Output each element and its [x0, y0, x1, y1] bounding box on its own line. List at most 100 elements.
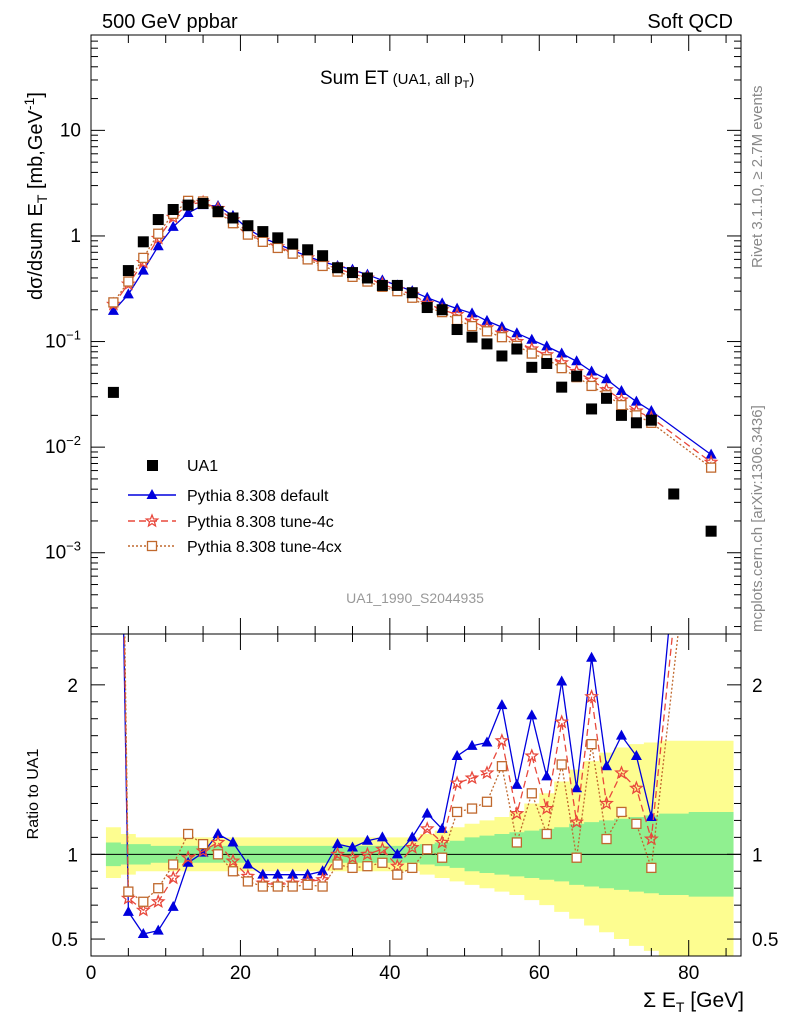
- main-point-tune-4cx: [466, 320, 478, 332]
- main-point-ua1: [615, 409, 627, 421]
- ratio-point-tune-4cx: [212, 849, 224, 860]
- legend-label-default: Pythia 8.308 default: [187, 488, 329, 505]
- main-y-tick-label: 10−2: [45, 433, 81, 458]
- ratio-point-tune-4c: [494, 732, 510, 748]
- main-point-tune-4cx: [556, 362, 567, 374]
- main-point-tune-4cx: [138, 252, 149, 264]
- main-point-ua1: [361, 272, 373, 284]
- ratio-point-tune-4cx: [227, 866, 239, 877]
- ratio-point-default: [361, 834, 373, 845]
- main-point-default: [526, 333, 538, 344]
- main-line-tune-4cx: [112, 200, 712, 469]
- ratio-point-tune-4cx: [362, 861, 373, 872]
- ratio-point-tune-4cx: [392, 869, 403, 880]
- ratio-point-default: [451, 750, 463, 761]
- ratio-point-tune-4cx: [272, 881, 283, 892]
- ratio-point-default: [630, 750, 642, 761]
- ratio-point-default: [167, 900, 179, 911]
- ratio-point-default: [137, 927, 149, 938]
- ratio-point-tune-4cx: [138, 896, 149, 907]
- ratio-point-tune-4c: [524, 748, 540, 763]
- ratio-line-tune-4c: [123, 634, 674, 911]
- main-point-tune-4cx: [317, 260, 328, 272]
- main-point-tune-4cx: [586, 380, 597, 392]
- ratio-point-tune-4c: [345, 849, 360, 865]
- main-point-ua1: [317, 250, 329, 262]
- main-point-ua1: [451, 324, 463, 336]
- main-y-tick-label: 10: [60, 120, 81, 141]
- ratio-point-tune-4c: [225, 853, 241, 868]
- main-point-default: [571, 355, 583, 366]
- axes-frames: [90, 34, 742, 957]
- main-point-default: [601, 373, 613, 384]
- x-axis-label: Σ ET [GeV]: [643, 989, 744, 1015]
- x-tick-label: 80: [678, 963, 699, 984]
- header-left: 500 GeV ppbar: [102, 11, 238, 33]
- main-point-ua1: [630, 417, 642, 429]
- main-point-ua1: [227, 212, 239, 224]
- ratio-y-tick-label-right: 1: [752, 845, 763, 866]
- ratio-point-default: [645, 811, 657, 822]
- ratio-point-tune-4cx: [287, 881, 298, 892]
- ratio-point-tune-4c: [434, 834, 450, 849]
- header-right: Soft QCD: [647, 11, 733, 33]
- main-point-ua1: [541, 357, 553, 369]
- ratio-point-default: [287, 868, 299, 879]
- ratio-point-default: [182, 856, 194, 867]
- legend-label-ua1: UA1: [187, 458, 218, 475]
- mcplots-label: mcplots.cern.ch [arXiv:1306.3436]: [749, 405, 766, 632]
- main-point-default: [630, 395, 642, 406]
- main-point-ua1: [526, 361, 538, 373]
- main-point-ua1: [496, 350, 508, 362]
- ratio-point-default: [227, 836, 239, 847]
- main-point-default: [511, 327, 523, 338]
- ratio-point-tune-4cx: [586, 739, 597, 750]
- ratio-point-tune-4c: [629, 780, 644, 795]
- main-point-default: [152, 240, 164, 251]
- ratio-point-tune-4cx: [571, 852, 582, 863]
- ratio-point-default: [346, 841, 358, 852]
- ratio-point-tune-4cx: [556, 759, 567, 770]
- legend-marker-default: [146, 489, 158, 499]
- ratio-point-tune-4c: [359, 846, 375, 861]
- ratio-point-default: [242, 858, 254, 869]
- main-point-tune-4cx: [481, 326, 493, 337]
- ratio-point-tune-4cx: [707, 341, 716, 350]
- ratio-point-tune-4cx: [526, 788, 537, 799]
- ratio-point-tune-4c: [705, 255, 716, 266]
- main-y-tick-label: 10−3: [45, 539, 81, 564]
- analysis-id-label: UA1_1990_S2044935: [346, 590, 484, 606]
- main-point-tune-4cx: [526, 348, 537, 359]
- x-tick-label: 0: [86, 963, 97, 984]
- main-point-tune-4cx: [242, 229, 254, 240]
- ratio-point-default: [257, 868, 269, 879]
- ratio-y-tick-label-right: 2: [752, 676, 763, 697]
- ratio-point-default: [332, 838, 344, 849]
- ratio-point-tune-4c: [643, 831, 659, 846]
- main-point-ua1: [601, 392, 613, 404]
- legend-item-default: Pythia 8.308 default: [128, 488, 329, 505]
- ratio-point-tune-4c: [509, 805, 525, 820]
- legend-item-tune-4cx: Pythia 8.308 tune-4cx: [128, 539, 342, 556]
- ratio-point-tune-4cx: [197, 838, 209, 850]
- main-point-ua1: [332, 262, 344, 274]
- ratio-point-tune-4c: [165, 870, 181, 885]
- ratio-point-default: [212, 827, 224, 838]
- main-point-tune-4cx: [302, 254, 313, 265]
- ratio-point-tune-4cx: [168, 859, 179, 870]
- ratio-point-tune-4cx: [646, 862, 657, 874]
- ratio-point-tune-4c: [569, 814, 584, 829]
- ratio-point-default: [706, 170, 717, 180]
- x-tick-label: 20: [230, 963, 251, 984]
- ratio-point-tune-4c: [539, 800, 555, 815]
- main-point-ua1: [436, 304, 448, 316]
- ratio-point-tune-4c: [449, 775, 465, 790]
- ratio-point-tune-4cx: [317, 881, 328, 892]
- ratio-y-tick-label-left: 0.5: [52, 930, 78, 951]
- main-y-tick-label: 1: [70, 226, 81, 247]
- ratio-point-tune-4cx: [436, 852, 448, 863]
- main-point-default: [466, 307, 478, 318]
- legend-label-tune-4cx: Pythia 8.308 tune-4cx: [187, 539, 342, 556]
